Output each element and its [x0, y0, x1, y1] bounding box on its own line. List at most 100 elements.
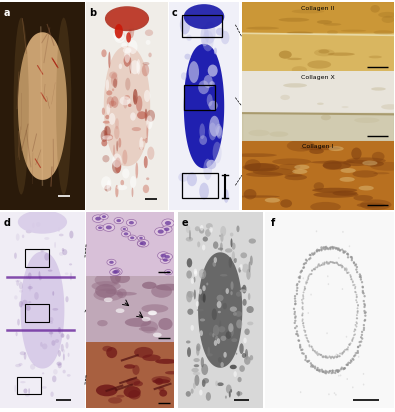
Ellipse shape [299, 277, 301, 279]
Ellipse shape [107, 8, 147, 29]
Ellipse shape [161, 225, 173, 233]
Ellipse shape [126, 219, 136, 226]
Ellipse shape [312, 365, 314, 367]
Ellipse shape [353, 355, 355, 358]
Ellipse shape [296, 289, 298, 292]
Ellipse shape [357, 311, 359, 313]
Ellipse shape [199, 390, 203, 396]
Ellipse shape [164, 269, 173, 275]
Ellipse shape [222, 303, 227, 309]
Ellipse shape [132, 365, 139, 375]
Ellipse shape [344, 367, 346, 370]
Ellipse shape [246, 269, 251, 280]
Ellipse shape [106, 225, 112, 229]
Ellipse shape [49, 317, 53, 322]
Ellipse shape [62, 349, 65, 353]
Ellipse shape [329, 146, 344, 151]
Ellipse shape [311, 270, 313, 272]
Ellipse shape [322, 262, 324, 265]
Ellipse shape [320, 354, 322, 356]
Ellipse shape [354, 195, 373, 201]
Ellipse shape [190, 325, 194, 331]
Ellipse shape [110, 267, 123, 276]
Ellipse shape [369, 56, 382, 59]
Ellipse shape [239, 343, 244, 354]
Ellipse shape [323, 162, 351, 169]
Ellipse shape [107, 96, 114, 108]
Ellipse shape [139, 327, 156, 331]
Ellipse shape [321, 115, 331, 120]
Ellipse shape [206, 223, 213, 229]
Ellipse shape [322, 356, 324, 358]
Ellipse shape [350, 279, 352, 281]
Ellipse shape [296, 333, 299, 335]
Ellipse shape [361, 281, 363, 283]
Ellipse shape [235, 311, 242, 317]
Ellipse shape [356, 294, 357, 296]
Ellipse shape [323, 264, 325, 266]
Ellipse shape [283, 83, 307, 88]
Ellipse shape [354, 287, 356, 289]
Ellipse shape [161, 218, 175, 227]
Ellipse shape [226, 331, 231, 339]
Ellipse shape [114, 218, 123, 224]
Ellipse shape [139, 147, 144, 150]
Ellipse shape [62, 249, 67, 255]
Ellipse shape [126, 32, 131, 42]
Ellipse shape [344, 269, 346, 271]
Ellipse shape [58, 227, 60, 232]
Ellipse shape [248, 293, 250, 300]
Ellipse shape [199, 330, 203, 336]
Ellipse shape [178, 173, 188, 182]
Ellipse shape [247, 321, 253, 325]
Text: Collagen I: Collagen I [302, 144, 334, 149]
Ellipse shape [319, 370, 321, 372]
Ellipse shape [346, 272, 348, 274]
Ellipse shape [158, 229, 164, 234]
Ellipse shape [363, 320, 366, 322]
Ellipse shape [120, 227, 128, 232]
Ellipse shape [294, 315, 297, 318]
Bar [17, 377, 41, 394]
Ellipse shape [350, 359, 352, 362]
Ellipse shape [166, 271, 170, 274]
Ellipse shape [145, 138, 148, 143]
Ellipse shape [294, 327, 296, 329]
Ellipse shape [239, 365, 245, 372]
Ellipse shape [333, 262, 335, 264]
Ellipse shape [105, 115, 109, 119]
Ellipse shape [194, 277, 196, 283]
Ellipse shape [215, 124, 222, 137]
Ellipse shape [331, 372, 333, 374]
Ellipse shape [42, 344, 47, 349]
Ellipse shape [206, 160, 216, 169]
Bar [25, 304, 49, 322]
Ellipse shape [114, 217, 124, 224]
Ellipse shape [352, 170, 378, 178]
Ellipse shape [202, 285, 206, 291]
Ellipse shape [307, 340, 309, 342]
Ellipse shape [329, 261, 331, 263]
Ellipse shape [19, 282, 23, 289]
Ellipse shape [318, 49, 329, 54]
Ellipse shape [292, 169, 307, 174]
Ellipse shape [34, 292, 39, 300]
Ellipse shape [357, 203, 386, 208]
Ellipse shape [355, 299, 357, 301]
Ellipse shape [16, 234, 20, 241]
Ellipse shape [19, 301, 23, 307]
Ellipse shape [343, 368, 345, 370]
Ellipse shape [363, 384, 364, 386]
Ellipse shape [297, 339, 300, 342]
Text: f: f [271, 218, 275, 228]
Ellipse shape [308, 360, 310, 362]
Ellipse shape [278, 164, 301, 170]
Ellipse shape [343, 367, 346, 370]
Ellipse shape [149, 311, 157, 315]
Ellipse shape [137, 241, 145, 246]
Ellipse shape [218, 248, 223, 250]
Ellipse shape [236, 391, 243, 396]
Ellipse shape [349, 245, 350, 247]
Ellipse shape [129, 23, 134, 38]
Ellipse shape [19, 363, 23, 366]
